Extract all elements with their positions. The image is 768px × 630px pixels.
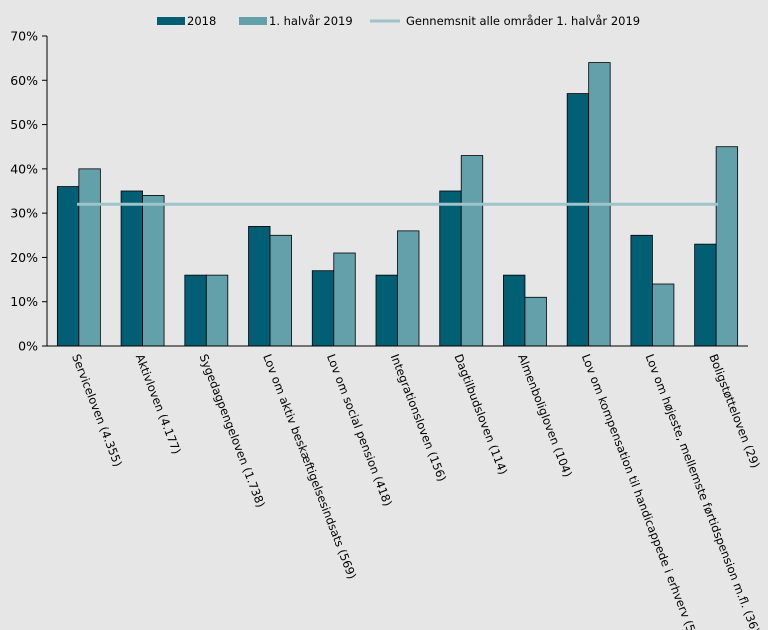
bar-2018 (503, 274, 526, 347)
x-category-label: Integrationsloven (156) (388, 352, 450, 483)
bar-2018 (694, 243, 717, 347)
y-axis: 0% 10% 20% 30% 40% 50% 60% 70% (10, 29, 48, 354)
y-tick-label: 20% (10, 250, 38, 265)
x-category-label: Almenboligloven (104) (515, 352, 575, 479)
x-category-label: Serviceloven (4.355) (69, 352, 125, 469)
bar-2018 (311, 270, 335, 347)
legend-item-h1-2019-swatch (239, 17, 267, 25)
bar-h1-2019 (460, 155, 484, 347)
bar-h1-2019 (78, 168, 101, 347)
x-category-label: Boligstøtteloven (29) (706, 352, 762, 470)
bar-h1-2019 (524, 296, 547, 347)
y-tick-label: 60% (10, 73, 38, 88)
y-tick-label: 30% (10, 206, 38, 221)
bar-h1-2019 (142, 195, 165, 347)
bar-h1-2019 (205, 274, 229, 347)
bars (56, 62, 739, 347)
y-tick-label: 0% (18, 339, 38, 354)
bar-h1-2019 (397, 230, 420, 347)
y-tick-label: 10% (10, 294, 38, 309)
x-category-label: Lov om kompensation til handicappede i e… (579, 352, 703, 630)
x-category-label: Lov om social pension (418) (324, 352, 395, 508)
legend-item-2018-swatch (157, 17, 185, 25)
bar-2018 (375, 274, 398, 347)
bar-2018 (56, 186, 80, 347)
y-tick-label: 50% (10, 117, 38, 132)
bar-2018 (439, 190, 462, 347)
bar-h1-2019 (652, 283, 675, 347)
bar-2018 (120, 190, 143, 347)
bar-2018 (248, 226, 271, 347)
legend: 2018 1. halvår 2019 Gennemsnit alle område… (157, 14, 640, 28)
y-tick-label: 40% (10, 161, 38, 176)
legend-item-average-label: Gennemsnit alle områder 1. halvår 2019 (406, 14, 640, 28)
bar-2018 (184, 274, 207, 347)
bar-2018 (630, 234, 653, 347)
x-category-label: Lov om højeste, mellemste førtidspension… (643, 352, 763, 630)
x-category-label: Sygedagpengeloven (1.738) (197, 352, 269, 509)
bar-h1-2019 (715, 146, 739, 347)
x-category-label: Dagtilbudsloven (114) (451, 352, 510, 476)
x-axis: Serviceloven (4.355) Aktivloven (4.177) Sy… (47, 345, 763, 630)
legend-item-h1-2019-label: 1. halvår 2019 (269, 14, 353, 28)
y-tick-label: 70% (10, 29, 38, 44)
x-category-label: Aktivloven (4.177) (133, 352, 184, 456)
legend-item-2018-label: 2018 (187, 14, 216, 28)
bar-2018 (566, 93, 590, 347)
bar-h1-2019 (333, 252, 356, 347)
bar-h1-2019 (269, 234, 292, 347)
